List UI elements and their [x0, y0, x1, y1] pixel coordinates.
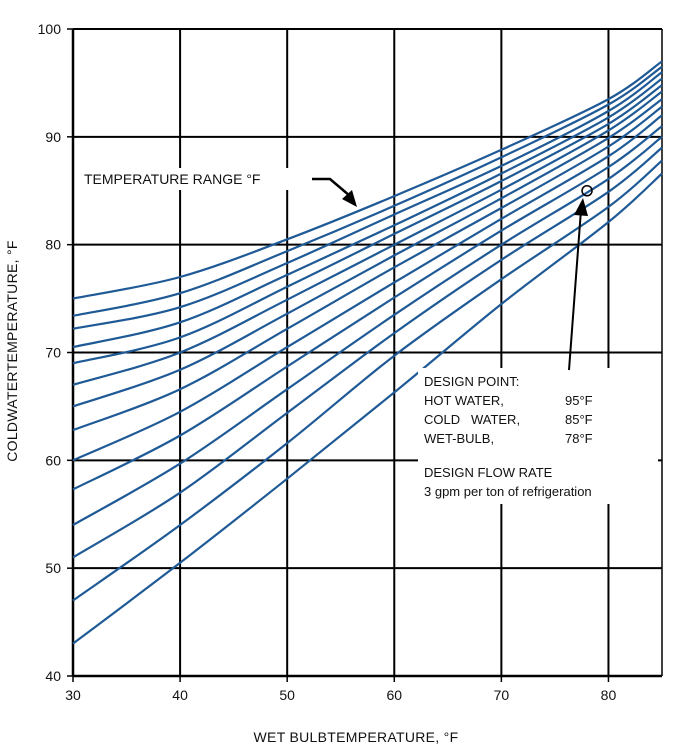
range-arrow-head: [342, 190, 357, 207]
y-tick-label-80: 80: [45, 237, 61, 253]
series-line-curve-13: [72, 159, 663, 602]
series-line-curve-6: [72, 90, 663, 386]
y-tick-label-100: 100: [38, 21, 62, 37]
design-point-marker: [581, 185, 593, 197]
x-tick-label-80: 80: [601, 687, 617, 703]
design-arrow-head: [574, 198, 588, 216]
y-tick-label-90: 90: [45, 129, 61, 145]
x-tick-label-60: 60: [386, 687, 402, 703]
x-axis-title: WET BULBTEMPERATURE, °F: [254, 729, 459, 745]
y-tick-label-70: 70: [45, 345, 61, 361]
series-line-curve-3: [72, 71, 663, 330]
design-row-3-value: 78°F: [565, 431, 593, 446]
design-row-1-label: HOT WATER,: [424, 393, 504, 408]
y-tick-label-40: 40: [45, 668, 61, 684]
annotation-background: [418, 368, 658, 504]
design-row-1-value: 95°F: [565, 393, 593, 408]
flow-rate-title: DESIGN FLOW RATE: [424, 465, 553, 480]
series-line-curve-7: [72, 98, 663, 408]
x-tick-label-50: 50: [279, 687, 295, 703]
x-tick-label-30: 30: [65, 687, 81, 703]
design-row-3-label: WET-BULB,: [424, 431, 494, 446]
design-row-2-value: 85°F: [565, 412, 593, 427]
series-line-curve-2: [72, 65, 663, 317]
range-label-background: [80, 168, 312, 190]
flow-rate-text: 3 gpm per ton of refrigeration: [424, 484, 592, 499]
series-line-curve-4: [72, 77, 663, 349]
series-line-curve-8: [72, 105, 663, 432]
range-arrow-line: [312, 177, 351, 197]
design-row-2-label: COLD WATER,: [424, 412, 520, 427]
series-line-curve-12: [72, 146, 663, 559]
series-line-curve-1: [72, 60, 663, 300]
y-axis-title: COLDWATERTEMPERATURE, °F: [4, 240, 20, 462]
series-line-curve-5: [72, 84, 663, 365]
series-line-curve-14: [72, 172, 663, 645]
series-line-curve-10: [72, 125, 663, 491]
design-arrow-line: [568, 209, 582, 371]
y-tick-label-50: 50: [45, 560, 61, 576]
x-tick-label-40: 40: [172, 687, 188, 703]
y-tick-label-60: 60: [45, 452, 61, 468]
series-line-curve-11: [72, 135, 663, 526]
design-point-title: DESIGN POINT:: [424, 374, 519, 389]
range-label: TEMPERATURE RANGE °F: [84, 171, 260, 187]
x-tick-label-70: 70: [494, 687, 510, 703]
series-line-curve-9: [72, 114, 663, 462]
series-layer: [72, 60, 663, 645]
